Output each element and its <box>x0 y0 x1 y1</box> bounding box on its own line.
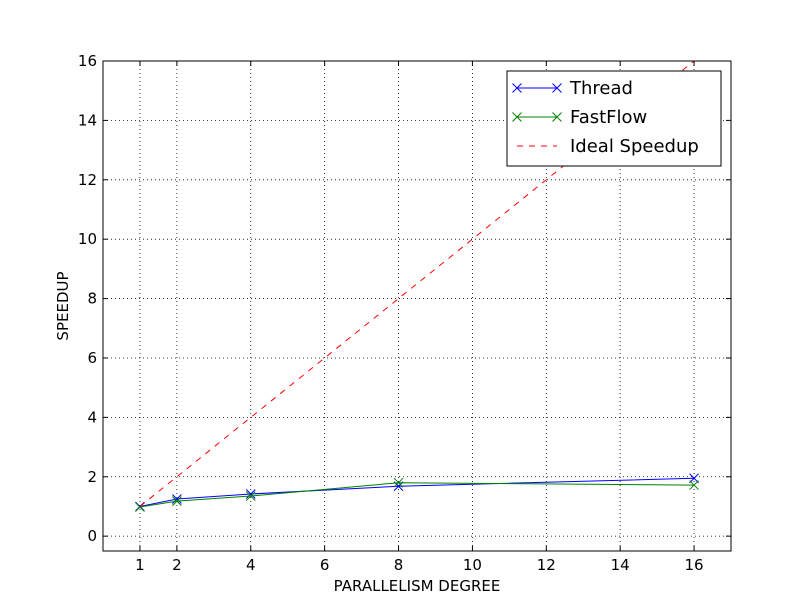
data-point-thread <box>689 473 699 484</box>
x-tick-label: 10 <box>463 556 482 574</box>
series-thread <box>135 473 699 512</box>
x-tick-label: 14 <box>611 556 630 574</box>
data-point-fastflow <box>689 480 699 490</box>
y-tick-label: 2 <box>87 468 97 486</box>
y-tick-label: 4 <box>87 408 97 426</box>
legend-marker <box>552 83 562 93</box>
x-tick-label: 6 <box>320 556 330 574</box>
y-tick-label: 0 <box>87 527 97 545</box>
x-axis-label: PARALLELISM DEGREE <box>334 577 501 595</box>
y-tick-label: 8 <box>87 290 97 308</box>
x-tick-label: 1 <box>135 556 145 574</box>
x-tick-label: 4 <box>246 556 256 574</box>
legend-box <box>506 70 722 167</box>
x-tick-label: 12 <box>537 556 556 574</box>
series-fastflow <box>135 477 699 512</box>
x-tick-label: 8 <box>394 556 404 574</box>
data-point-fastflow <box>393 477 404 488</box>
legend-marker <box>552 112 562 122</box>
x-tick-label: 2 <box>172 556 182 574</box>
y-tick-label: 12 <box>78 171 97 189</box>
legend-marker <box>512 112 522 122</box>
y-tick-label: 14 <box>78 111 97 129</box>
data-point-fastflow <box>172 496 182 506</box>
legend-item-fastflow: FastFlow <box>512 107 647 128</box>
legend-label-fastflow: FastFlow <box>570 107 647 128</box>
data-point-thread <box>245 489 256 499</box>
data-point-fastflow <box>245 491 256 501</box>
plot-frame <box>102 60 732 552</box>
legend-label-thread: Thread <box>569 78 633 99</box>
x-tick-label: 16 <box>685 556 704 574</box>
y-tick-label: 6 <box>87 349 97 367</box>
legend-item-thread: Thread <box>512 78 633 99</box>
y-tick-label: 10 <box>78 230 97 248</box>
y-axis-label: SPEEDUP <box>54 271 72 340</box>
legend-marker <box>512 83 522 93</box>
y-tick-label: 16 <box>78 52 97 70</box>
legend: Thread FastFlow Ideal Speedup <box>506 70 722 167</box>
legend-item-ideal-speedup: Ideal Speedup <box>517 136 699 157</box>
legend-label-ideal-speedup: Ideal Speedup <box>570 136 699 157</box>
series-line-fastflow <box>139 482 695 508</box>
